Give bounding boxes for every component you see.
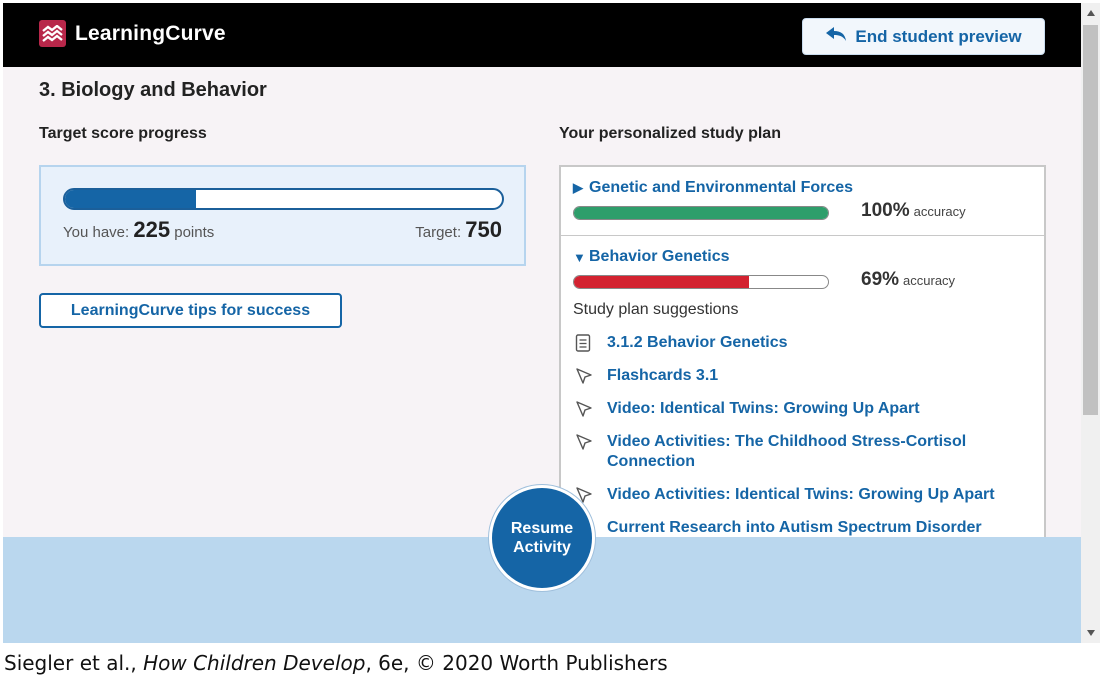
target-score-card: You have: 225 points Target: 750 (39, 165, 526, 266)
page-title: 3. Biology and Behavior (39, 79, 267, 101)
cursor-icon (575, 400, 593, 418)
back-arrow-icon (825, 26, 847, 47)
cursor-icon (575, 433, 593, 451)
accuracy-value: 69% (861, 269, 900, 290)
app-name: LearningCurve (75, 21, 226, 45)
suggestion-label: Video Activities: The Childhood Stress-C… (607, 433, 967, 470)
accuracy-readout: 100% accuracy (861, 200, 966, 222)
end-student-preview-label: End student preview (855, 26, 1022, 46)
points-value: 225 (133, 217, 171, 242)
suggestion-item[interactable]: Video Activities: Identical Twins: Growi… (575, 485, 1035, 505)
resume-activity-button[interactable]: Resume Activity (489, 485, 595, 591)
topic-name: Genetic and Environmental Forces (589, 179, 854, 196)
document-icon (575, 334, 593, 352)
figure-credit: Siegler et al., How Children Develop, 6e… (4, 651, 668, 675)
you-have-prefix: You have: (63, 224, 130, 241)
accuracy-value: 100% (861, 200, 910, 221)
accuracy-bar (573, 206, 829, 220)
accuracy-word: accuracy (903, 273, 956, 288)
vertical-scrollbar[interactable] (1081, 3, 1100, 643)
resume-label-line1: Resume (510, 520, 574, 537)
points-suffix: points (174, 224, 215, 241)
topic-divider (561, 235, 1044, 236)
learningcurve-logo-icon (39, 20, 66, 47)
target-score-label: Target score progress (39, 125, 207, 142)
topic-name: Behavior Genetics (589, 248, 730, 265)
suggestion-item[interactable]: Flashcards 3.1 (575, 366, 1035, 386)
accuracy-bar-fill (574, 276, 750, 288)
learningcurve-tips-button[interactable]: LearningCurve tips for success (39, 293, 342, 328)
accuracy-word: accuracy (913, 204, 966, 219)
study-plan-panel: ▶ Genetic and Environmental Forces 100% a… (559, 165, 1046, 545)
end-student-preview-button[interactable]: End student preview (802, 18, 1045, 55)
collapse-arrow-icon: ▼ (573, 249, 586, 265)
target-value: 750 (465, 217, 502, 242)
suggestion-item[interactable]: Current Research into Autism Spectrum Di… (575, 518, 1035, 538)
credit-authors: Siegler et al., (4, 651, 144, 675)
scrollbar-thumb[interactable] (1083, 25, 1098, 415)
suggestion-item[interactable]: Video: Identical Twins: Growing Up Apart (575, 399, 1035, 419)
target-points: Target: 750 (415, 217, 502, 243)
topic-genetic-environmental-forces[interactable]: ▶ Genetic and Environmental Forces (573, 179, 853, 197)
accuracy-bar-fill (574, 207, 828, 219)
target-score-progress-fill (65, 190, 197, 208)
suggestion-label: Video: Identical Twins: Growing Up Apart (607, 400, 920, 417)
suggestion-label: Flashcards 3.1 (607, 367, 719, 384)
suggestion-label: 3.1.2 Behavior Genetics (607, 334, 788, 351)
study-plan-label: Your personalized study plan (559, 125, 781, 142)
suggestion-label: Video Activities: Identical Twins: Growi… (607, 486, 995, 503)
app-window: LearningCurve End student preview 3. Bio… (3, 3, 1100, 643)
topic-behavior-genetics[interactable]: ▼ Behavior Genetics (573, 248, 730, 266)
credit-rest: , 6e, © 2020 Worth Publishers (365, 651, 668, 675)
credit-book-title: How Children Develop (143, 651, 366, 675)
accuracy-readout: 69% accuracy (861, 269, 955, 291)
scroll-down-arrow-icon[interactable] (1081, 623, 1100, 643)
cursor-icon (575, 367, 593, 385)
target-score-progress-bar (63, 188, 504, 210)
accuracy-bar (573, 275, 829, 289)
suggestion-label: Current Research into Autism Spectrum Di… (607, 519, 982, 536)
points-earned: You have: 225 points (63, 217, 214, 243)
suggestion-item[interactable]: 3.1.2 Behavior Genetics (575, 333, 1035, 353)
scroll-up-arrow-icon[interactable] (1081, 3, 1100, 23)
study-plan-suggestions-heading: Study plan suggestions (573, 301, 739, 318)
top-bar: LearningCurve End student preview (3, 3, 1081, 67)
learningcurve-logo: LearningCurve (39, 20, 226, 47)
target-prefix: Target: (415, 224, 462, 241)
resume-label-line2: Activity (513, 539, 571, 556)
suggestion-item[interactable]: Video Activities: The Childhood Stress-C… (575, 432, 1035, 472)
cursor-icon (575, 486, 593, 504)
expand-arrow-icon: ▶ (573, 180, 583, 195)
